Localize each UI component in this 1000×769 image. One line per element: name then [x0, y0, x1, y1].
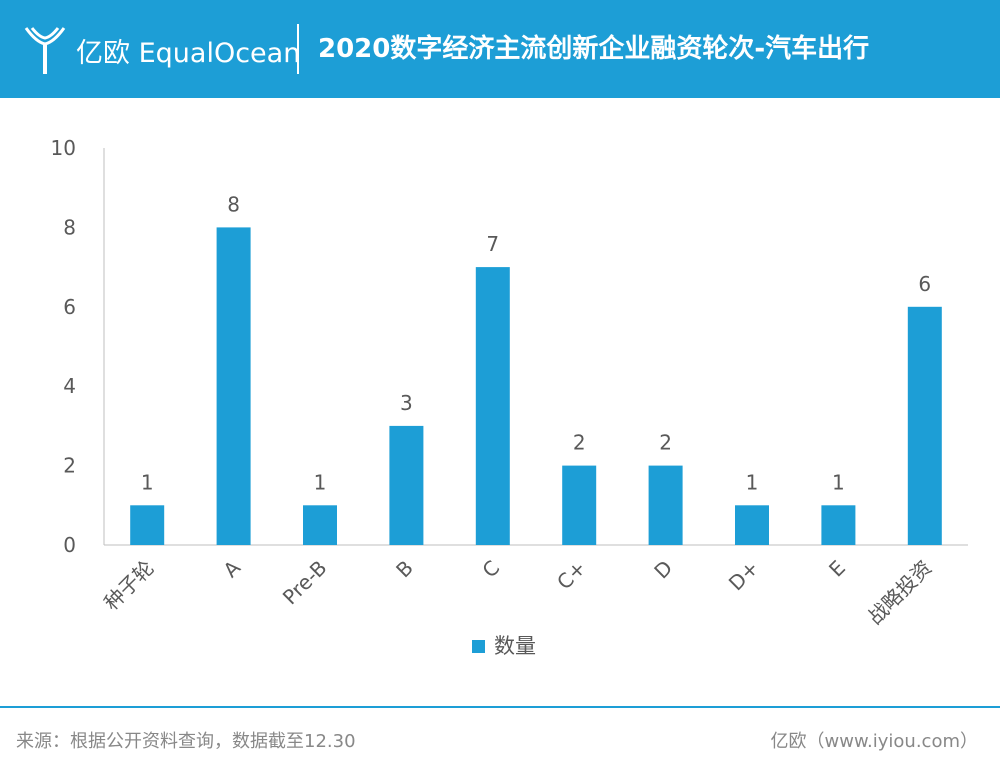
- bar: [475, 267, 510, 545]
- x-tick-label: 种子轮: [99, 556, 158, 615]
- y-tick-label: 4: [63, 374, 76, 398]
- bar: [389, 425, 424, 545]
- data-label: 2: [573, 431, 586, 455]
- bar: [562, 465, 597, 545]
- bar: [821, 505, 856, 545]
- header-divider: [297, 24, 299, 74]
- x-tick-label: C+: [552, 556, 591, 595]
- bar: [907, 306, 942, 545]
- chart-title: 2020数字经济主流创新企业融资轮次-汽车出行: [318, 34, 870, 64]
- brand-logo: 亿欧 EqualOcean: [22, 22, 300, 78]
- header-banner: 亿欧 EqualOcean 2020数字经济主流创新企业融资轮次-汽车出行: [0, 0, 1000, 98]
- footer-divider: [0, 706, 1000, 708]
- data-label: 3: [400, 391, 413, 415]
- x-tick-label: D: [649, 556, 677, 584]
- equalocean-logo-icon: [24, 27, 66, 74]
- x-tick-label: D+: [724, 556, 764, 596]
- data-label: 8: [227, 192, 240, 216]
- x-tick-label: B: [391, 556, 418, 583]
- data-label: 7: [486, 232, 499, 256]
- x-tick-label: 战略投资: [863, 556, 937, 630]
- data-label: 6: [918, 272, 931, 296]
- data-label: 2: [659, 431, 672, 455]
- data-label: 1: [141, 470, 154, 494]
- x-tick-label: Pre-B: [278, 556, 332, 610]
- legend-label: 数量: [494, 634, 536, 658]
- y-tick-label: 8: [63, 215, 76, 239]
- bar: [648, 465, 683, 545]
- bar: [303, 505, 337, 545]
- y-tick-label: 10: [51, 136, 76, 160]
- y-tick-label: 6: [63, 295, 76, 319]
- data-label: 1: [314, 470, 327, 494]
- credit-note: 亿欧（www.iyiou.com）: [770, 731, 978, 752]
- x-tick-label: E: [824, 556, 850, 582]
- data-label: 1: [832, 470, 845, 494]
- data-label: 1: [746, 470, 759, 494]
- legend-swatch: [472, 640, 485, 653]
- x-tick-label: C: [477, 556, 504, 583]
- bar: [216, 227, 251, 545]
- brand-name: 亿欧 EqualOcean: [76, 37, 301, 69]
- bar: [130, 505, 165, 545]
- y-tick-label: 0: [63, 533, 76, 557]
- bar: [735, 505, 769, 545]
- y-tick-label: 2: [63, 454, 76, 478]
- source-note: 来源：根据公开资料查询，数据截至12.30: [16, 731, 356, 752]
- x-tick-label: A: [218, 555, 245, 582]
